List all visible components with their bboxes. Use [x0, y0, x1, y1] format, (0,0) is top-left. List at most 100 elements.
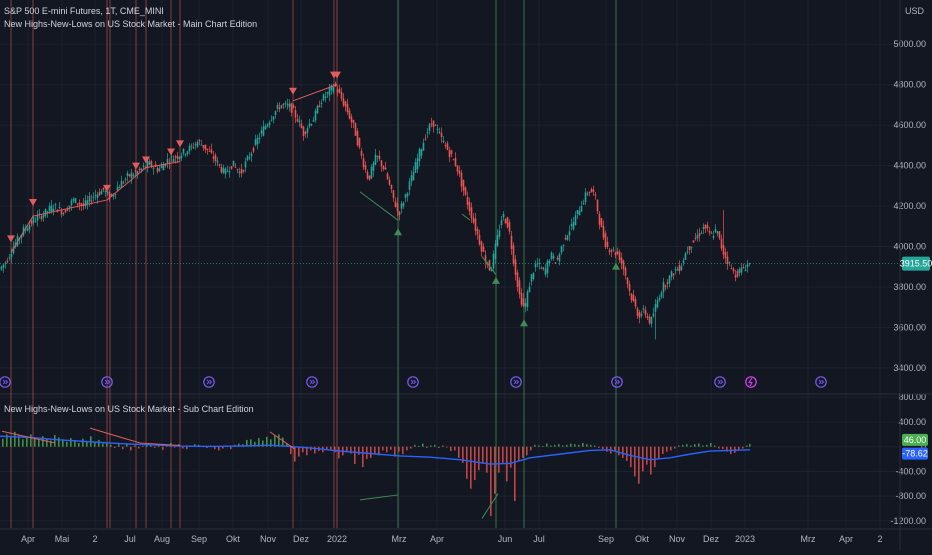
candle-body: [654, 304, 657, 312]
sub-indicator-title[interactable]: New Highs-New-Lows on US Stock Market - …: [4, 404, 254, 414]
candle-body: [474, 218, 477, 231]
down-arrow-marker: [333, 71, 341, 79]
sub-histogram-bar: [346, 446, 348, 453]
candle-body: [178, 156, 181, 160]
candle-body: [114, 194, 117, 196]
candle-body: [692, 240, 695, 243]
candle-body: [370, 166, 373, 179]
sub-histogram-bar: [546, 443, 548, 447]
candle-body: [20, 234, 23, 238]
candle-body: [540, 267, 543, 269]
candle-body: [408, 181, 411, 190]
candle-body: [554, 262, 557, 264]
sub-red-line: [89, 427, 181, 446]
event-marker-icon[interactable]: [407, 376, 419, 388]
candle-body: [572, 222, 575, 230]
candle-body: [118, 187, 121, 189]
event-marker-icon[interactable]: [306, 376, 318, 388]
candle-body: [284, 102, 287, 104]
candle-body: [164, 163, 167, 166]
sub-histogram-bar: [270, 439, 272, 447]
sub-y-tick-label: -1200.00: [890, 516, 926, 526]
candle-body: [174, 156, 177, 158]
candle-body: [204, 144, 207, 150]
candle-body: [566, 235, 569, 240]
event-marker-icon[interactable]: [101, 376, 113, 388]
candle-body: [138, 168, 141, 170]
red-trend-line: [292, 84, 338, 102]
sub-histogram-bar: [78, 442, 80, 447]
sub-histogram-bar: [634, 446, 636, 477]
candle-body: [726, 256, 729, 265]
candle-body: [328, 87, 331, 96]
sub-histogram-bar: [286, 442, 288, 447]
candle-body: [466, 196, 469, 205]
candle-body: [342, 98, 345, 106]
event-forward-icon: [717, 379, 724, 385]
sub-histogram-bar: [358, 446, 360, 455]
event-marker-icon[interactable]: [510, 376, 522, 388]
sub-histogram-bar: [566, 444, 568, 447]
event-marker-icon[interactable]: [0, 376, 11, 388]
candle-body: [662, 282, 665, 293]
candle-body: [686, 251, 689, 253]
event-marker-icon[interactable]: [714, 376, 726, 388]
sub-histogram-bar: [642, 446, 644, 472]
event-marker-icon[interactable]: [611, 376, 623, 388]
candle-body: [274, 111, 277, 115]
x-tick-label: Nov: [260, 534, 277, 544]
candle-body: [702, 226, 705, 229]
x-tick-label: Dez: [293, 534, 310, 544]
candle-body: [162, 164, 165, 171]
candle-body: [88, 195, 91, 202]
sub-histogram-bar: [238, 443, 240, 447]
candle-body: [256, 137, 259, 145]
candle-body: [376, 155, 379, 157]
candle-body: [478, 235, 481, 245]
candle-body: [254, 139, 257, 145]
down-arrow-marker: [167, 148, 175, 156]
sub-histogram-bar: [402, 446, 404, 455]
candle-body: [592, 189, 595, 192]
sub-histogram-bar: [666, 446, 668, 452]
candle-body: [132, 174, 135, 177]
x-tick-label: 2023: [735, 534, 755, 544]
candle-body: [652, 313, 655, 317]
event-marker-icon[interactable]: [815, 376, 827, 388]
sub-histogram-bar: [418, 446, 420, 447]
sub-histogram-bar: [374, 446, 376, 455]
candle-body: [298, 120, 301, 123]
candle-body: [218, 164, 221, 166]
candle-body: [716, 231, 719, 234]
sub-histogram-bar: [302, 446, 304, 453]
sub-histogram-bar: [446, 446, 448, 448]
x-tick-label: Okt: [226, 534, 241, 544]
candle-body: [576, 209, 579, 214]
symbol-title[interactable]: S&P 500 E-mini Futures, 1T, CME_MINI: [4, 6, 164, 16]
candle-body: [454, 157, 457, 166]
candle-body: [302, 126, 305, 136]
candle-body: [664, 285, 667, 287]
sub-histogram-bar: [258, 438, 260, 447]
earnings-event-icon[interactable]: [745, 376, 757, 388]
candle-body: [112, 195, 115, 197]
candle-body: [96, 194, 99, 198]
candle-body: [144, 166, 147, 168]
sub-red-line: [1, 430, 56, 444]
sub-histogram-bar: [94, 442, 96, 447]
main-indicator-title[interactable]: New Highs-New-Lows on US Stock Market - …: [4, 19, 258, 29]
candle-body: [428, 124, 431, 131]
candle-body: [468, 202, 471, 212]
candle-body: [186, 151, 189, 155]
candle-body: [292, 105, 295, 109]
candle-body: [612, 249, 615, 251]
candle-body: [160, 165, 163, 168]
candle-body: [462, 179, 465, 191]
sub-histogram-bar: [194, 444, 196, 447]
event-marker-icon[interactable]: [203, 376, 215, 388]
candle-body: [240, 169, 243, 174]
candle-body: [92, 196, 95, 198]
candle-body: [276, 104, 279, 109]
